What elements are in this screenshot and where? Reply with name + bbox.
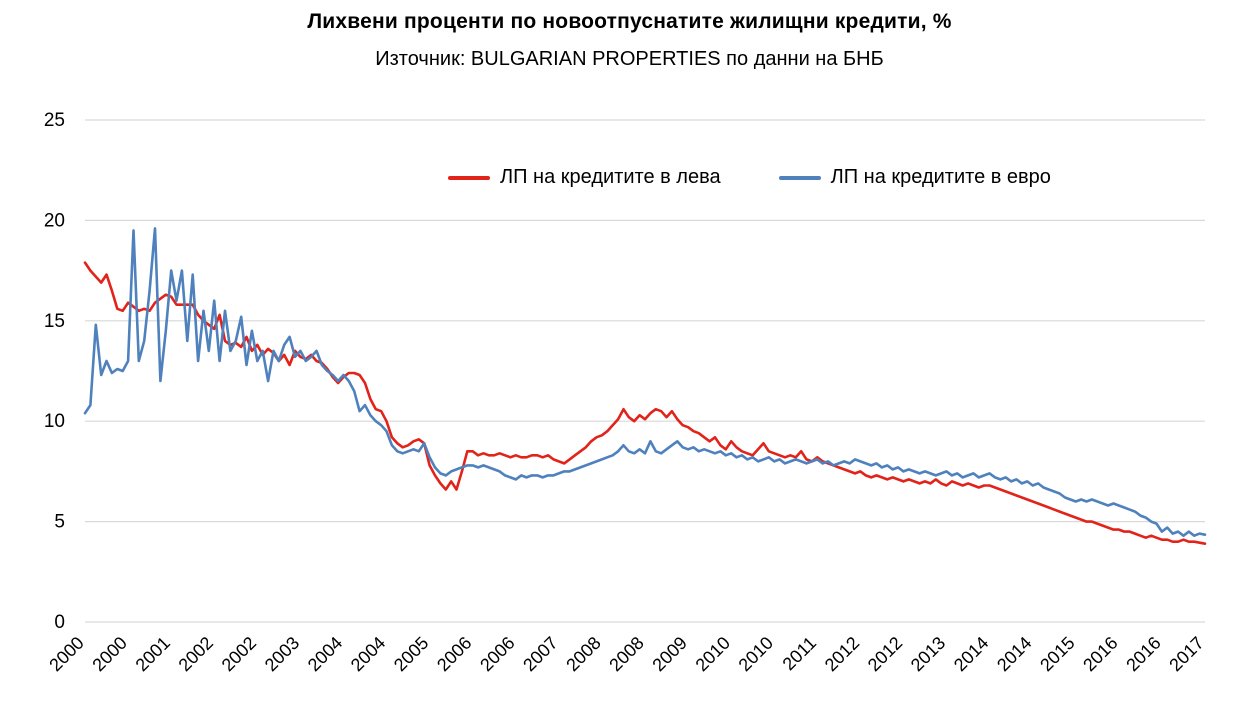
svg-text:2010: 2010	[735, 633, 777, 675]
svg-text:2010: 2010	[692, 633, 734, 675]
svg-text:2003: 2003	[261, 633, 303, 675]
svg-text:2016: 2016	[1122, 633, 1164, 675]
chart-subtitle: Източник: BULGARIAN PROPERTIES по данни …	[375, 48, 884, 70]
svg-text:2001: 2001	[132, 633, 174, 675]
svg-text:2013: 2013	[907, 633, 949, 675]
svg-text:2009: 2009	[648, 633, 690, 675]
svg-text:2005: 2005	[390, 633, 432, 675]
svg-text:2002: 2002	[218, 633, 260, 675]
svg-text:2006: 2006	[476, 633, 518, 675]
legend-item-leva: ЛП на кредитите в лева	[448, 166, 721, 189]
svg-text:2017: 2017	[1165, 633, 1207, 675]
svg-text:0: 0	[54, 612, 65, 633]
legend-item-euro: ЛП на кредитите в евро	[778, 166, 1051, 189]
legend-label-euro: ЛП на кредитите в евро	[830, 166, 1051, 188]
svg-text:2016: 2016	[1079, 633, 1121, 675]
svg-text:2004: 2004	[347, 633, 389, 675]
svg-text:2000: 2000	[45, 633, 87, 675]
svg-text:2015: 2015	[1036, 633, 1078, 675]
chart-legend: ЛП на кредитите в лева ЛП на кредитите в…	[448, 166, 1051, 189]
svg-text:25: 25	[44, 110, 65, 131]
svg-text:2007: 2007	[519, 633, 561, 675]
svg-text:2006: 2006	[433, 633, 475, 675]
svg-text:2011: 2011	[779, 633, 821, 675]
svg-text:15: 15	[44, 311, 65, 332]
svg-text:10: 10	[44, 411, 65, 432]
svg-text:20: 20	[44, 210, 65, 231]
svg-text:2008: 2008	[605, 633, 647, 675]
svg-text:5: 5	[54, 512, 65, 533]
svg-text:2000: 2000	[88, 633, 130, 675]
svg-text:2004: 2004	[304, 633, 346, 675]
svg-text:2012: 2012	[821, 633, 863, 675]
blue-line-swatch-icon	[778, 175, 821, 180]
svg-text:2014: 2014	[950, 633, 992, 675]
svg-text:2008: 2008	[562, 633, 604, 675]
red-line-swatch-icon	[448, 175, 490, 180]
legend-label-leva: ЛП на кредитите в лева	[500, 166, 721, 188]
svg-text:2002: 2002	[175, 633, 217, 675]
svg-text:2014: 2014	[993, 633, 1035, 675]
chart-title: Лихвени проценти по новоотпуснатите жили…	[307, 10, 952, 33]
svg-text:2012: 2012	[864, 633, 906, 675]
